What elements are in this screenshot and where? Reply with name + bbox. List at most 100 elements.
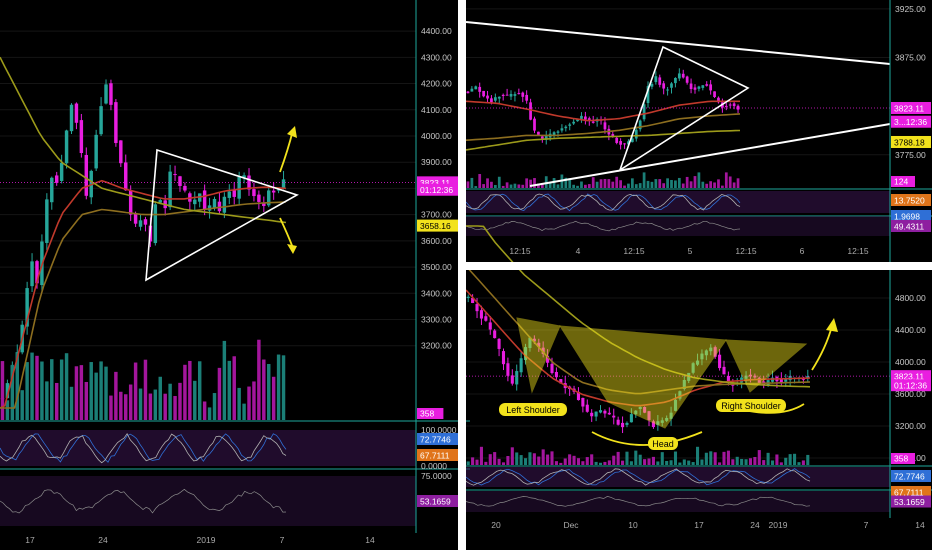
volume-bar	[673, 451, 678, 465]
volume-bar	[242, 403, 246, 420]
volume-bar	[678, 462, 682, 465]
candle-body	[801, 378, 805, 380]
x-tick-label: 24	[750, 520, 760, 530]
volume-tag-label: 124	[894, 177, 908, 187]
x-tick-label: 5	[688, 246, 693, 256]
volume-bar	[114, 371, 118, 420]
volume-bar	[721, 185, 724, 188]
volume-bar	[173, 396, 177, 420]
candle-body	[501, 351, 506, 365]
symmetrical-triangle	[145, 148, 299, 282]
volume-bar	[104, 366, 108, 420]
x-tick-label: 17	[694, 520, 704, 530]
volume-bar	[247, 386, 251, 420]
volume-bar	[691, 462, 695, 465]
volume-bar	[484, 461, 488, 465]
candle-body	[646, 86, 650, 103]
candle-body	[598, 410, 603, 413]
volume-bar	[689, 181, 693, 188]
volume-bar	[212, 393, 217, 420]
volume-bar	[726, 450, 730, 465]
volume-bar	[486, 178, 489, 188]
volume-bar	[770, 460, 775, 465]
oscillator-line	[465, 193, 741, 211]
candle-body	[252, 189, 256, 197]
y-tick-label: 4200.00	[421, 79, 452, 89]
volume-bar	[744, 459, 748, 465]
candle-body	[114, 102, 118, 144]
volume-bar	[591, 177, 595, 188]
price-tag-label: 3788.18	[894, 137, 925, 147]
volume-bar	[488, 454, 492, 465]
oscillator-band	[466, 491, 890, 512]
volume-bar	[619, 180, 622, 188]
volume-bar	[713, 452, 717, 465]
volume-bar	[681, 183, 685, 188]
y-tick-label: 3875.00	[895, 53, 926, 63]
price-tag-label: 3823.11	[894, 372, 924, 382]
volume-bar	[89, 362, 93, 420]
price-tag-label: 01:12:36	[894, 381, 927, 391]
volume-tag-label: 358	[894, 454, 908, 464]
volume-bar	[651, 456, 655, 465]
volume-bar	[634, 184, 638, 188]
price-tag	[891, 102, 931, 115]
oscillator-line	[465, 193, 741, 212]
volume-tag	[417, 408, 444, 419]
volume-bar	[753, 457, 757, 465]
candle-body	[576, 119, 579, 122]
volume-bar	[178, 382, 182, 420]
volume-bar	[501, 185, 505, 188]
volume-bar	[793, 453, 797, 465]
candle-body	[537, 342, 541, 347]
volume-bar	[276, 354, 281, 420]
candle-body	[99, 106, 103, 135]
small-triangle	[618, 45, 750, 172]
volume-bar	[133, 362, 138, 420]
candle-body	[515, 371, 519, 385]
volume-bar	[94, 372, 98, 420]
candle-body	[153, 204, 158, 244]
y-tick-label: 4000.00	[895, 357, 926, 367]
osc-value-tag	[891, 486, 931, 498]
volume-bar	[757, 450, 761, 465]
candle-body	[513, 94, 517, 96]
candle-body	[471, 298, 475, 304]
volume-bar	[704, 452, 708, 465]
candle-body	[705, 84, 709, 86]
candle-body	[475, 304, 479, 312]
breakout-arrow-shaft	[811, 325, 833, 371]
candle-body	[128, 190, 133, 215]
candle-body	[202, 190, 207, 210]
candle-body	[660, 420, 664, 423]
volume-bar	[506, 456, 510, 465]
volume-bar	[513, 183, 517, 188]
candle-body	[564, 126, 568, 129]
ma-long-line	[0, 56, 287, 224]
candle-body	[64, 130, 69, 164]
volume-bar	[510, 447, 514, 465]
volume-bar	[497, 458, 501, 465]
candle-body	[718, 354, 722, 369]
ma-long-line	[465, 129, 741, 151]
candle-body	[493, 97, 497, 101]
x-tick-label: 24	[98, 535, 108, 545]
ma-long-line	[466, 225, 811, 388]
candle-body	[470, 88, 474, 92]
osc-value-label: 1.9698	[894, 212, 920, 222]
volume-bar	[217, 367, 222, 420]
volume-bar	[5, 400, 10, 420]
candle-body	[559, 379, 563, 384]
candle-body	[552, 132, 556, 136]
volume-bar	[267, 363, 271, 420]
volume-bar	[638, 454, 642, 465]
candle-body	[728, 104, 732, 106]
volume-bar	[735, 456, 739, 465]
volume-bar	[630, 178, 634, 188]
ma-short-line	[465, 289, 811, 407]
volume-bar	[740, 458, 744, 465]
volume-bar	[590, 454, 594, 465]
volume-bar	[552, 178, 556, 188]
candle-body	[634, 410, 638, 415]
